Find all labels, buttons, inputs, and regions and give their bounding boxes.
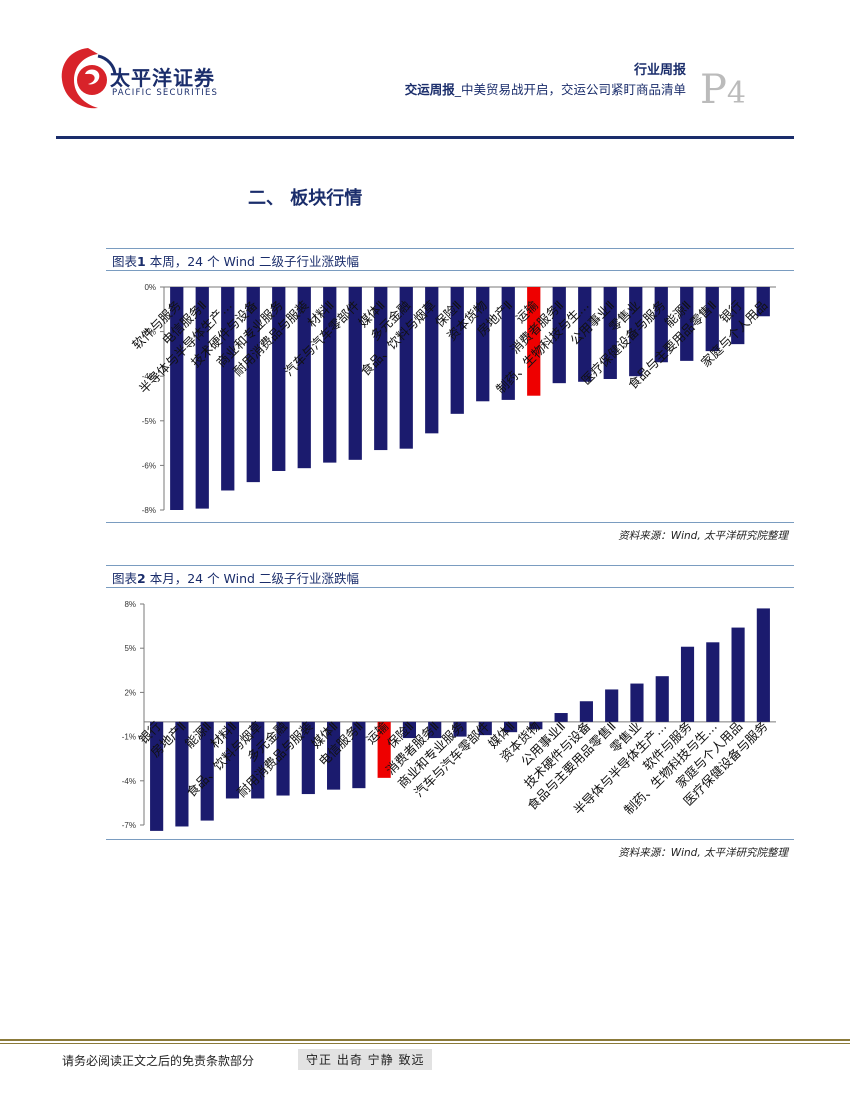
- bar: [756, 287, 770, 317]
- bar: [301, 721, 315, 795]
- section-title: 二、 板块行情: [248, 188, 363, 209]
- bar: [629, 287, 643, 377]
- figure-1-caption-text: 本周，24 个 Wind 二级子行业涨跌幅: [149, 254, 359, 269]
- bar: [251, 721, 265, 799]
- bar: [352, 721, 366, 789]
- figure-2-caption-prefix: 图表: [112, 571, 138, 586]
- bar-highlight: [377, 721, 391, 778]
- pacific-securities-logo: [61, 48, 117, 109]
- figure-1-caption-rule: [106, 270, 794, 271]
- y-tick-label: -2%: [142, 328, 156, 337]
- figure-2-top-rule: [106, 565, 794, 566]
- figure-2-caption: 图表2 本月，24 个 Wind 二级子行业涨跌幅: [112, 568, 359, 587]
- figure-1-top-rule: [106, 248, 794, 249]
- figure-1-bottom-rule: [106, 522, 794, 523]
- bar: [399, 287, 413, 449]
- bar: [654, 287, 668, 363]
- bar: [453, 721, 467, 737]
- footer-rule-thin: [0, 1043, 850, 1044]
- page-number-digit: 4: [726, 76, 747, 111]
- figure-1-caption-prefix: 图表: [112, 254, 138, 269]
- y-tick-label: -4%: [142, 372, 156, 381]
- logo-text-en: PACIFIC SECURITIES: [112, 88, 219, 98]
- figure-2-source: 资料来源：Wind, 太平洋研究院整理: [618, 847, 788, 859]
- logo-text-cn: 太平洋证券: [110, 66, 215, 90]
- bar: [246, 287, 260, 483]
- bar: [272, 287, 286, 471]
- bar: [428, 721, 442, 739]
- bar: [323, 287, 337, 463]
- page-number: P4: [700, 70, 746, 110]
- bar: [731, 287, 745, 345]
- y-tick-label: 5%: [124, 644, 136, 653]
- footer-rule: [0, 1039, 850, 1041]
- figure-2-caption-num: 2: [137, 571, 146, 586]
- bar: [402, 721, 417, 739]
- bar: [680, 287, 694, 361]
- bar: [221, 287, 235, 491]
- bar: [170, 287, 184, 510]
- bar: [552, 287, 566, 384]
- report-category: 行业周报: [633, 63, 686, 78]
- bar: [680, 646, 695, 722]
- bar: [374, 287, 388, 451]
- bar: [327, 721, 341, 790]
- bar: [450, 287, 464, 414]
- bar: [503, 721, 518, 733]
- figure-1-caption: 图表1 本周，24 个 Wind 二级子行业涨跌幅: [112, 251, 359, 270]
- bar: [554, 713, 568, 722]
- footer-motto: 守正 出奇 宁静 致远: [298, 1049, 433, 1070]
- bar: [579, 701, 593, 722]
- y-tick-label: 2%: [124, 688, 136, 697]
- bar: [529, 721, 543, 730]
- bar: [756, 608, 770, 722]
- bar: [501, 287, 515, 400]
- bar: [578, 287, 592, 382]
- figure-2-bottom-rule: [106, 839, 794, 840]
- bar: [425, 287, 439, 434]
- bar: [175, 721, 189, 827]
- y-tick-label: -7%: [122, 821, 136, 830]
- report-title: 交运周报_中美贸易战开启，交运公司紧盯商品清单: [405, 79, 686, 98]
- y-tick-label: 0%: [144, 283, 156, 292]
- footer-disclaimer: 请务必阅读正文之后的免责条款部分: [62, 1054, 255, 1068]
- bar: [731, 627, 745, 722]
- y-tick-label: -1%: [122, 733, 136, 742]
- y-tick-label: -6%: [142, 461, 156, 470]
- bar: [478, 721, 492, 736]
- bar: [630, 683, 644, 722]
- bar: [476, 287, 490, 402]
- y-tick-label: -4%: [122, 777, 136, 786]
- weekly-industry-change-chart: 0%-2%-4%-5%-6%-8%软件与服务电信服务Ⅱ半导体与半导体生产…技术硬…: [129, 283, 776, 515]
- bar: [348, 287, 362, 460]
- monthly-industry-change-chart: 8%5%2%-1%-4%-7%银行房地产Ⅱ能源Ⅱ材料Ⅱ食品、饮料与烟草多元金融耐…: [122, 600, 776, 831]
- bar: [297, 287, 311, 469]
- bar: [655, 676, 669, 722]
- figure-1-source: 资料来源：Wind, 太平洋研究院整理: [618, 530, 788, 542]
- bar: [276, 721, 290, 796]
- y-tick-label: -8%: [142, 506, 156, 515]
- bar: [200, 721, 214, 821]
- figure-2-caption-rule: [106, 587, 794, 588]
- bar-highlight: [527, 287, 541, 396]
- y-tick-label: -5%: [142, 417, 156, 426]
- bar: [195, 287, 209, 509]
- page-letter: P: [700, 67, 727, 113]
- figure-1-caption-num: 1: [137, 254, 146, 269]
- report-title-bold: 交运周报: [404, 82, 455, 97]
- bar: [705, 287, 719, 352]
- bar: [706, 642, 720, 722]
- header-divider: [56, 136, 794, 139]
- y-tick-label: 8%: [124, 600, 136, 609]
- bar: [603, 287, 617, 379]
- bar: [225, 721, 240, 799]
- bar: [605, 689, 619, 722]
- figure-2-caption-text: 本月，24 个 Wind 二级子行业涨跌幅: [149, 571, 359, 586]
- bar: [150, 721, 164, 831]
- report-title-rest: _中美贸易战开启，交运公司紧盯商品清单: [454, 82, 686, 97]
